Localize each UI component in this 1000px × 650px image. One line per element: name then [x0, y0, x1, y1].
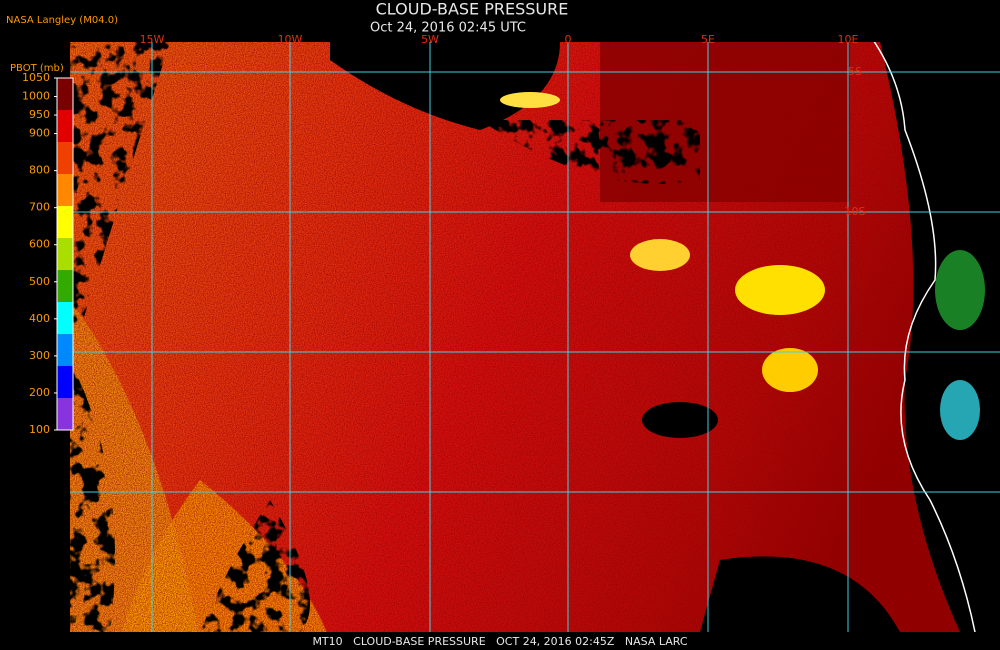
graticule	[70, 42, 1000, 632]
coastline	[873, 42, 976, 632]
colorbar-tick-label: 500	[29, 275, 50, 288]
colorbar-segment	[57, 206, 73, 239]
colorbar-segment	[57, 142, 73, 175]
colorbar-tick-label: 600	[29, 238, 50, 251]
low-cloud	[630, 239, 690, 271]
clear-sky	[70, 42, 170, 330]
colorbar-segment	[57, 174, 73, 207]
colorbar-segment	[57, 270, 73, 303]
colorbar-segment	[57, 334, 73, 367]
longitude-label: 5E	[701, 33, 715, 46]
colorbar-tick-label: 950	[29, 108, 50, 121]
clear-sky	[200, 500, 310, 632]
clear-sky	[330, 42, 560, 130]
clear-sky	[642, 402, 718, 438]
land	[880, 42, 1000, 632]
colorbar-tick-label: 1000	[22, 90, 50, 103]
latitude-label: 10S	[845, 205, 866, 218]
colorbar-tick-label: 100	[29, 423, 50, 436]
colorbar-segment	[57, 366, 73, 399]
land-cloud	[940, 380, 980, 440]
colorbar-tick-label: 900	[29, 127, 50, 140]
timestamp: Oct 24, 2016 02:45 UTC	[370, 21, 526, 36]
colorbar-segment	[57, 398, 73, 431]
longitude-label: 10E	[838, 33, 859, 46]
latitude-label: 5S	[848, 65, 862, 78]
longitude-label: 5W	[421, 33, 439, 46]
colorbar-segment	[57, 302, 73, 335]
colorbar-frame	[56, 77, 74, 431]
title: CLOUD-BASE PRESSURE	[376, 0, 569, 19]
clear-sky	[70, 360, 115, 632]
colorbar-tick-label: 700	[29, 201, 50, 214]
low-cloud	[500, 92, 560, 108]
colorbar-tick-label: 800	[29, 164, 50, 177]
longitude-label: 10W	[278, 33, 303, 46]
map-image	[70, 42, 1000, 632]
low-cloud	[762, 348, 818, 392]
land-cloud	[935, 250, 985, 330]
clear-sky	[480, 120, 700, 184]
colorbar-tick-label: 300	[29, 349, 50, 362]
longitude-label: 15W	[140, 33, 165, 46]
colorbar-label: PBOT (mb)	[10, 63, 64, 74]
colorbar-segment	[57, 78, 73, 111]
low-cloud	[735, 265, 825, 315]
colorbar-tick-label: 1050	[22, 71, 50, 84]
colorbar-tick-label: 400	[29, 312, 50, 325]
colorbar-segment	[57, 110, 73, 143]
longitude-label: 0	[565, 33, 572, 46]
colorbar-tick-label: 200	[29, 386, 50, 399]
footer: MT10 CLOUD-BASE PRESSURE OCT 24, 2016 02…	[312, 635, 687, 648]
colorbar-segment	[57, 238, 73, 271]
clear-sky	[700, 556, 900, 632]
source: NASA Langley (M04.0)	[6, 15, 118, 26]
